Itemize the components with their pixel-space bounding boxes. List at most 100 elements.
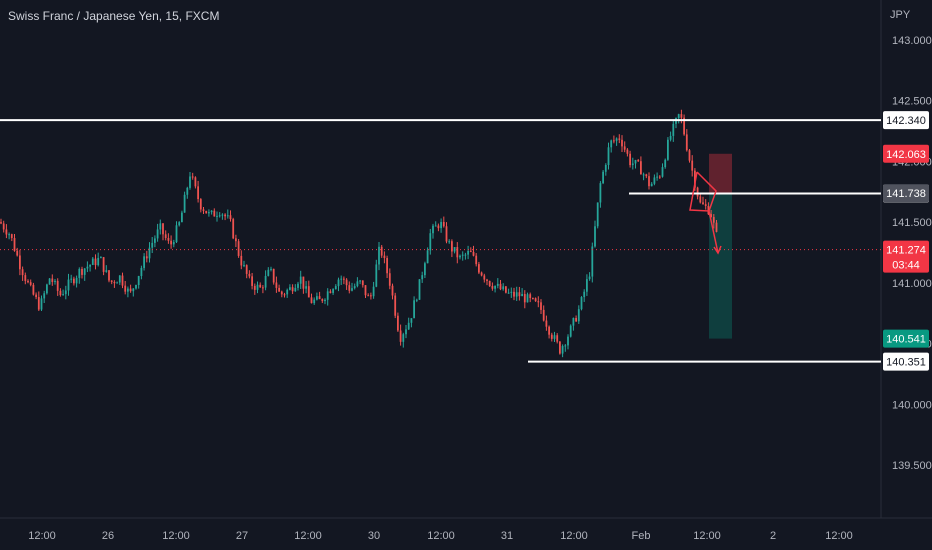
candle-body [483,275,486,280]
candle-body [48,278,51,285]
candle-body [2,223,5,230]
candle-body [510,291,513,293]
candle-body [553,335,556,339]
candle-body [629,153,631,166]
candle-body [399,330,402,342]
projection-arrowhead [713,245,722,255]
candle-body [432,225,434,234]
time-tick-label: 27 [236,530,248,542]
candle-body [210,210,213,213]
candle-body [353,286,356,289]
candle-body [240,255,243,266]
price-tick-label: 143.000 [892,35,932,47]
price-tick-label: 140.000 [892,399,932,411]
candle-body [164,234,167,238]
candle-body [653,177,656,184]
level-price-tag [883,352,929,371]
candle-body [459,255,461,258]
candle-body [51,278,54,282]
candle-body [361,280,364,286]
candle-body [640,161,642,175]
time-tick-label: 12:00 [825,530,853,542]
candle-body [704,204,707,206]
candle-body [696,187,699,197]
candle-body [467,250,469,255]
candle-body [594,226,596,247]
candle-body [656,176,658,178]
candle-body [683,117,685,135]
candle-body [699,196,702,203]
candle-body [356,281,359,287]
candle-body [451,241,453,252]
candle-body [545,320,548,327]
candle-body [415,299,418,301]
candle-body [129,288,132,292]
candle-body [326,291,329,300]
candle-body [702,202,704,205]
candle-body [286,289,289,295]
candle-body [324,299,326,302]
candle-body [278,287,280,292]
candle-body [434,225,437,227]
candle-body [402,334,405,342]
candle-body [575,318,577,322]
time-tick-label: 12:00 [560,530,588,542]
candle-body [343,278,345,280]
candle-body [359,280,361,282]
price-tick-label: 141.500 [892,217,932,229]
candle-body [35,294,37,298]
candle-body [591,246,594,277]
candle-body [532,298,534,300]
candle-body [472,251,475,256]
candle-body [297,283,299,288]
candle-body [78,268,81,278]
chart-title: Swiss Franc / Japanese Yen, 15, FXCM [8,9,220,23]
candle-body [667,139,669,160]
candle-body [580,297,583,310]
candle-body [680,114,683,118]
candle-body [302,276,305,289]
candle-body [564,345,567,347]
candle-body [305,286,307,289]
candle-body [162,223,164,235]
candle-body [143,256,145,268]
level-price-tag [883,111,929,130]
candle-body [37,297,40,310]
candle-body [348,285,351,291]
candle-body [461,254,464,256]
time-tick-label: 30 [368,530,380,542]
candle-body [251,276,253,286]
candle-body [710,214,712,218]
candle-body [537,301,540,303]
candle-body [567,336,569,346]
price-tag [883,144,929,163]
candle-body [191,176,194,178]
candle-body [429,233,432,251]
candle-body [43,293,46,299]
candle-body [367,295,370,297]
candle-body [5,229,8,235]
candle-body [159,223,162,230]
candle-body [170,240,172,245]
last-price-label: 141.274 [886,245,926,257]
candle-body [205,210,208,214]
projection-arrow [708,210,719,254]
candle-body [661,167,664,177]
candle-body [140,267,143,277]
candle-body [502,286,505,290]
candle-body [21,269,24,276]
candle-body [270,268,272,270]
candle-body [688,150,691,161]
candle-body [181,212,183,223]
candle-body [540,302,542,310]
candle-body [391,285,394,296]
candle-body [464,254,467,256]
price-tag-label: 140.541 [886,334,926,346]
candle-body [378,246,380,265]
candle-body [154,238,156,243]
stop-loss-zone [709,153,732,194]
candle-body [16,250,19,256]
level-price-label: 140.351 [886,357,926,369]
